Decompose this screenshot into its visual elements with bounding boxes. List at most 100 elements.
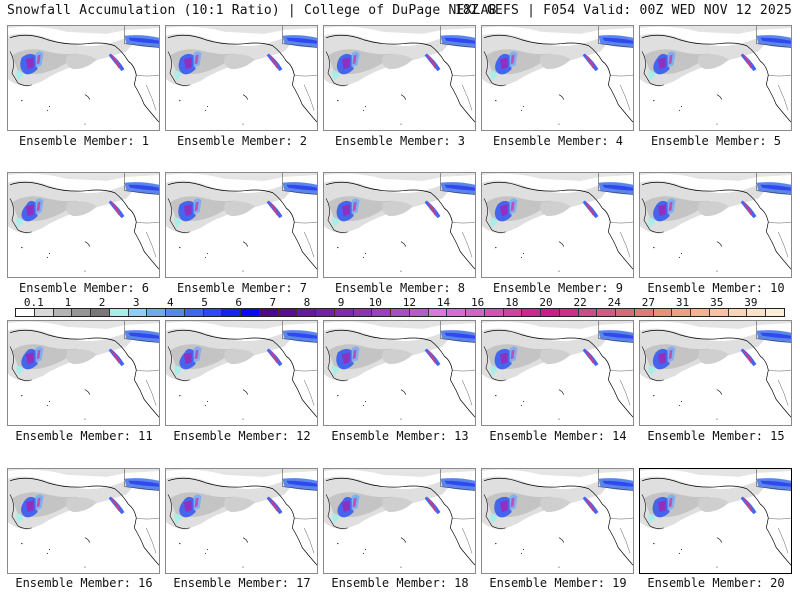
colorbar-tick-label: 20	[539, 296, 553, 309]
colorbar-swatch	[559, 309, 579, 316]
ensemble-panel[interactable]	[639, 172, 792, 278]
colorbar-swatch	[766, 309, 784, 316]
colorbar-swatch	[334, 309, 354, 316]
ensemble-member-label: Ensemble Member: 15	[647, 429, 785, 443]
colorbar-tick-label: 12	[402, 296, 416, 309]
ensemble-member-label: Ensemble Member: 11	[15, 429, 153, 443]
snowfall-map	[8, 321, 159, 420]
colorbar-tick-label: 4	[167, 296, 174, 309]
snowfall-map	[8, 469, 159, 568]
colorbar-swatch	[634, 309, 654, 316]
ensemble-panel[interactable]	[481, 172, 634, 278]
colorbar-tick-label: 10	[368, 296, 382, 309]
ensemble-member-label: Ensemble Member: 18	[331, 576, 469, 590]
colorbar-tick-label: 8	[303, 296, 311, 309]
colorbar-tick-label: 24	[607, 296, 621, 309]
colorbar-tick-label: 31	[675, 296, 690, 309]
ensemble-member-label: Ensemble Member: 20	[647, 576, 785, 590]
ensemble-panel[interactable]	[639, 25, 792, 131]
ensemble-member-label: Ensemble Member: 19	[489, 576, 627, 590]
colorbar-swatch	[672, 309, 691, 316]
ensemble-member-label: Ensemble Member: 2	[176, 134, 308, 148]
ensemble-panel[interactable]	[323, 25, 476, 131]
colorbar-swatch	[203, 309, 223, 316]
colorbar-swatch	[109, 309, 129, 316]
ensemble-panel[interactable]	[165, 320, 318, 426]
colorbar-tick-label: 6	[235, 296, 242, 309]
ensemble-member-label: Ensemble Member: 16	[15, 576, 153, 590]
colorbar-swatch	[541, 309, 560, 316]
colorbar-swatch	[466, 309, 485, 316]
colorbar-tick-label: 35	[710, 296, 724, 309]
ensemble-member-label: Ensemble Member: 12	[173, 429, 311, 443]
colorbar-swatch	[728, 309, 748, 316]
colorbar-swatch	[222, 309, 241, 316]
ensemble-member-label: Ensemble Member: 1	[18, 134, 150, 148]
colorbar-tick-label: 22	[573, 296, 587, 309]
colorbar-swatch	[72, 309, 91, 316]
snowfall-map	[166, 26, 317, 125]
ensemble-panel[interactable]	[7, 172, 160, 278]
chart-title: Snowfall Accumulation (10:1 Ratio) | Col…	[7, 3, 497, 18]
colorbar-swatch	[147, 309, 166, 316]
colorbar-swatch	[747, 309, 766, 316]
colorbar-tick-label: 1	[64, 296, 72, 309]
ensemble-panel[interactable]	[165, 172, 318, 278]
colorbar-swatch	[597, 309, 616, 316]
colorbar-swatch	[259, 309, 279, 316]
colorbar-tick-label: 5	[201, 296, 208, 309]
snowfall-map	[166, 173, 317, 272]
ensemble-member-label: Ensemble Member: 14	[489, 429, 627, 443]
ensemble-panel[interactable]	[323, 172, 476, 278]
colorbar-swatch	[278, 309, 298, 316]
snowfall-map	[482, 173, 633, 272]
ensemble-member-label: Ensemble Member: 4	[492, 134, 624, 148]
colorbar-swatch	[353, 309, 373, 316]
colorbar-tick-label: 0.1	[23, 296, 44, 309]
ensemble-panel[interactable]	[165, 468, 318, 574]
snowfall-map	[324, 173, 475, 272]
colorbar-tick-label: 39	[744, 296, 758, 309]
colorbar-tick-label: 7	[269, 296, 277, 309]
ensemble-panel[interactable]	[481, 468, 634, 574]
ensemble-panel[interactable]	[7, 320, 160, 426]
ensemble-panel[interactable]	[7, 25, 160, 131]
snowfall-map	[482, 26, 633, 125]
ensemble-panel[interactable]	[323, 320, 476, 426]
colorbar-swatch	[91, 309, 110, 316]
snowfall-map	[640, 173, 791, 272]
colorbar-swatch	[53, 309, 73, 316]
colorbar-swatch	[522, 309, 541, 316]
colorbar-swatch	[241, 309, 260, 316]
snowfall-map	[324, 321, 475, 420]
ensemble-panel[interactable]	[639, 320, 792, 426]
colorbar-swatch	[484, 309, 504, 316]
colorbar-tick-label: 9	[337, 296, 345, 309]
ensemble-panel[interactable]	[639, 468, 792, 574]
ensemble-panel[interactable]	[165, 25, 318, 131]
colorbar-swatch	[503, 309, 523, 316]
snowfall-map	[640, 26, 791, 125]
ensemble-panel[interactable]	[323, 468, 476, 574]
ensemble-member-label: Ensemble Member: 7	[176, 281, 308, 295]
colorbar-swatch	[616, 309, 635, 316]
colorbar-swatch	[16, 309, 35, 316]
colorbar-tick-label: 16	[471, 296, 485, 309]
ensemble-panel[interactable]	[481, 320, 634, 426]
ensemble-panel[interactable]	[7, 468, 160, 574]
ensemble-panel[interactable]	[481, 25, 634, 131]
colorbar-swatch	[391, 309, 410, 316]
ensemble-member-label: Ensemble Member: 6	[18, 281, 150, 295]
colorbar-swatch	[653, 309, 673, 316]
colorbar-swatch	[447, 309, 466, 316]
ensemble-member-label: Ensemble Member: 10	[647, 281, 785, 295]
snowfall-map	[640, 469, 791, 568]
ensemble-member-label: Ensemble Member: 8	[334, 281, 466, 295]
colorbar-swatch	[166, 309, 185, 316]
run-info: 18Z GEFS | F054 Valid: 00Z WED NOV 12 20…	[454, 3, 792, 18]
snowfall-map	[324, 26, 475, 125]
colorbar-tick-label: 2	[98, 296, 106, 309]
ensemble-member-label: Ensemble Member: 13	[331, 429, 469, 443]
snowfall-map	[482, 321, 633, 420]
colorbar-swatch	[372, 309, 391, 316]
